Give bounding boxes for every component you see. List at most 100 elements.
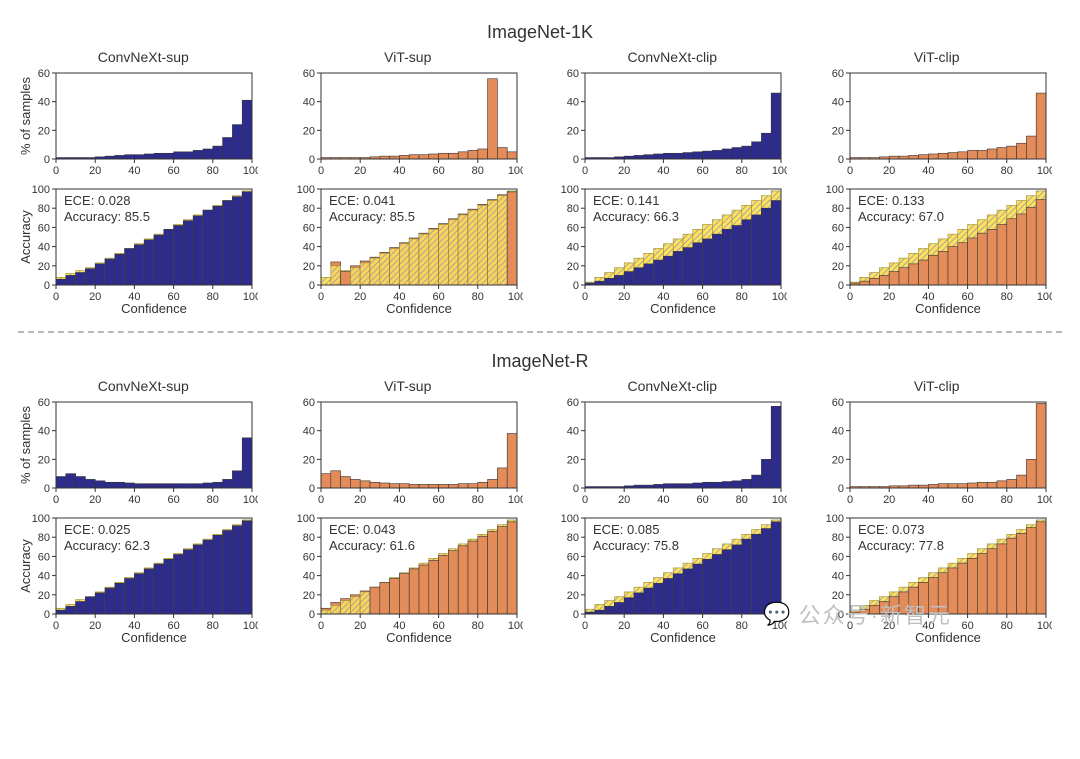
svg-text:40: 40	[567, 242, 579, 254]
svg-text:% of samples: % of samples	[18, 405, 33, 484]
svg-text:40: 40	[831, 242, 843, 254]
svg-text:20: 20	[38, 261, 50, 273]
svg-text:80: 80	[38, 203, 50, 215]
svg-text:40: 40	[567, 571, 579, 583]
svg-text:100: 100	[772, 165, 787, 177]
svg-text:Confidence: Confidence	[386, 175, 452, 177]
svg-text:100: 100	[296, 184, 314, 196]
svg-text:% of samples: % of samples	[18, 76, 33, 155]
svg-text:Confidence: Confidence	[386, 301, 452, 313]
svg-text:0: 0	[44, 609, 50, 621]
svg-text:0: 0	[317, 494, 323, 506]
svg-text:100: 100	[561, 184, 579, 196]
svg-text:Confidence: Confidence	[915, 504, 981, 506]
svg-text:60: 60	[831, 397, 843, 409]
svg-text:ECE: 0.043: ECE: 0.043	[329, 522, 396, 537]
svg-text:20: 20	[618, 291, 630, 303]
svg-text:20: 20	[883, 165, 895, 177]
panel-subtitle: ViT-clip	[812, 49, 1063, 65]
svg-text:20: 20	[302, 590, 314, 602]
svg-text:20: 20	[38, 590, 50, 602]
svg-text:40: 40	[831, 426, 843, 438]
svg-text:20: 20	[618, 165, 630, 177]
svg-text:100: 100	[825, 513, 843, 525]
svg-text:40: 40	[38, 571, 50, 583]
svg-text:Accuracy: 62.3: Accuracy: 62.3	[64, 538, 150, 553]
svg-text:Confidence: Confidence	[915, 301, 981, 313]
svg-text:20: 20	[302, 261, 314, 273]
svg-text:20: 20	[302, 125, 314, 137]
svg-text:Confidence: Confidence	[650, 504, 716, 506]
svg-text:0: 0	[846, 494, 852, 506]
svg-text:60: 60	[302, 68, 314, 80]
svg-text:0: 0	[837, 280, 843, 292]
svg-text:Confidence: Confidence	[650, 175, 716, 177]
svg-text:Accuracy: 85.5: Accuracy: 85.5	[329, 209, 415, 224]
svg-text:Confidence: Confidence	[121, 301, 187, 313]
svg-text:ECE: 0.028: ECE: 0.028	[64, 193, 131, 208]
svg-text:100: 100	[1036, 620, 1051, 632]
svg-text:20: 20	[38, 454, 50, 466]
panel-subtitle: ViT-sup	[283, 378, 534, 394]
svg-text:60: 60	[567, 397, 579, 409]
hist-panel: ViT-sup0204060020406080100Confidence	[283, 49, 534, 177]
svg-text:60: 60	[567, 551, 579, 563]
svg-text:80: 80	[471, 165, 483, 177]
svg-text:100: 100	[1036, 291, 1051, 303]
svg-text:0: 0	[308, 154, 314, 166]
svg-text:40: 40	[38, 426, 50, 438]
svg-text:0: 0	[582, 620, 588, 632]
svg-text:40: 40	[302, 242, 314, 254]
svg-text:40: 40	[38, 97, 50, 109]
svg-text:40: 40	[38, 242, 50, 254]
svg-text:100: 100	[772, 494, 787, 506]
svg-text:100: 100	[507, 620, 522, 632]
svg-text:20: 20	[831, 125, 843, 137]
svg-text:0: 0	[44, 154, 50, 166]
svg-text:80: 80	[207, 494, 219, 506]
svg-text:Accuracy: 75.8: Accuracy: 75.8	[593, 538, 679, 553]
svg-text:60: 60	[831, 68, 843, 80]
svg-text:60: 60	[38, 551, 50, 563]
svg-text:40: 40	[831, 97, 843, 109]
svg-text:60: 60	[567, 222, 579, 234]
svg-text:ECE: 0.025: ECE: 0.025	[64, 522, 131, 537]
accuracy-panel: 020406080100020406080100ConfidenceECE: 0…	[283, 512, 534, 642]
panel-subtitle: ConvNeXt-sup	[18, 49, 269, 65]
svg-text:100: 100	[243, 291, 258, 303]
svg-text:80: 80	[1000, 620, 1012, 632]
svg-text:Accuracy: 77.8: Accuracy: 77.8	[858, 538, 944, 553]
svg-text:20: 20	[831, 454, 843, 466]
svg-text:0: 0	[53, 165, 59, 177]
svg-text:0: 0	[308, 609, 314, 621]
svg-text:100: 100	[243, 620, 258, 632]
accuracy-panel: 020406080100020406080100ConfidenceAccura…	[18, 512, 269, 642]
svg-text:Confidence: Confidence	[915, 630, 981, 642]
svg-text:80: 80	[1000, 165, 1012, 177]
section-title: ImageNet-R	[18, 351, 1062, 372]
svg-text:0: 0	[573, 483, 579, 495]
svg-text:80: 80	[1000, 291, 1012, 303]
hist-panel: ConvNeXt-sup0204060020406080100Confidenc…	[18, 378, 269, 506]
svg-text:20: 20	[831, 590, 843, 602]
svg-text:80: 80	[567, 532, 579, 544]
accuracy-panel: 020406080100020406080100ConfidenceECE: 0…	[812, 183, 1063, 313]
svg-text:100: 100	[772, 291, 787, 303]
accuracy-panel: 020406080100020406080100ConfidenceECE: 0…	[812, 512, 1063, 642]
svg-text:80: 80	[831, 203, 843, 215]
svg-text:0: 0	[573, 154, 579, 166]
svg-text:60: 60	[38, 222, 50, 234]
svg-text:20: 20	[89, 494, 101, 506]
svg-text:20: 20	[567, 454, 579, 466]
svg-text:20: 20	[831, 261, 843, 273]
svg-text:80: 80	[736, 165, 748, 177]
svg-text:40: 40	[302, 571, 314, 583]
panel-subtitle: ConvNeXt-sup	[18, 378, 269, 394]
svg-text:20: 20	[354, 291, 366, 303]
svg-text:60: 60	[302, 397, 314, 409]
svg-text:100: 100	[507, 291, 522, 303]
svg-text:0: 0	[53, 494, 59, 506]
svg-text:0: 0	[317, 165, 323, 177]
panel-grid: ConvNeXt-sup 0 20 40 60 0 20 40 60 80 100 Confidenc…	[18, 378, 1062, 642]
panel-grid: ConvNeXt-sup 0 20 40 60 0 20 40 60 80 100 Confidenc…	[18, 49, 1062, 313]
